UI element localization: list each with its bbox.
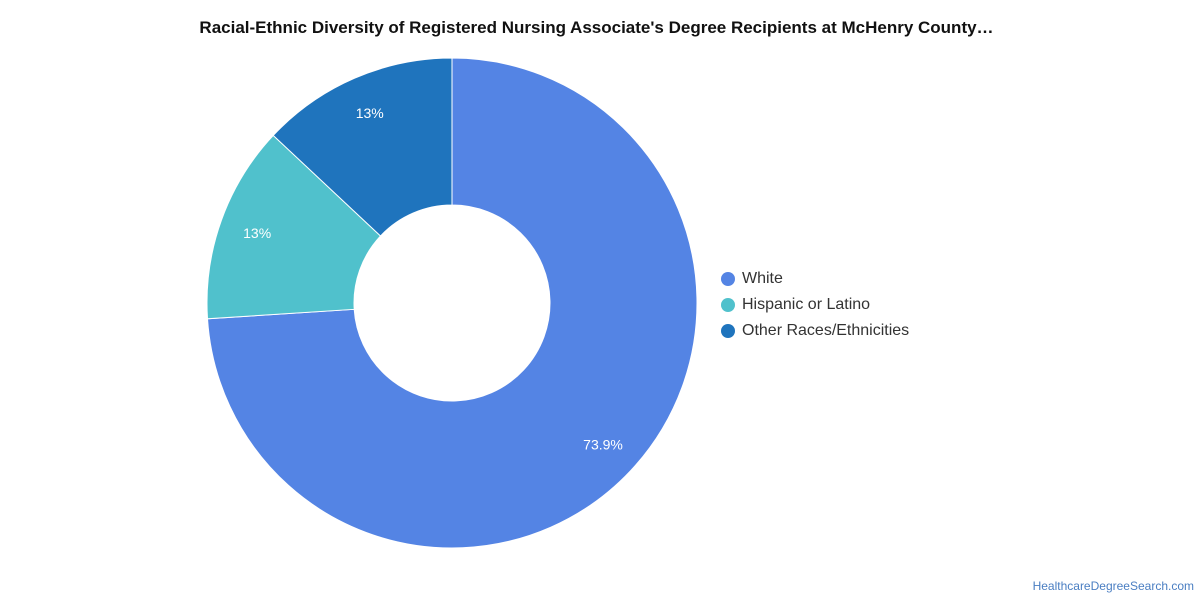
legend-label: White <box>742 270 783 287</box>
slices-group <box>206 57 698 549</box>
slice-hispanic-or-latino[interactable] <box>206 134 382 320</box>
source-link[interactable]: HealthcareDegreeSearch.com <box>1032 579 1194 593</box>
legend-label: Hispanic or Latino <box>742 296 871 313</box>
legend-item-other-races-ethnicities[interactable]: Other Races/Ethnicities <box>721 318 909 344</box>
slice-label-other-races-ethnicities: 13% <box>356 105 384 121</box>
legend-item-white[interactable]: White <box>721 266 909 292</box>
legend-item-hispanic-or-latino[interactable]: Hispanic or Latino <box>721 292 909 318</box>
legend-label: Other Races/Ethnicities <box>742 322 910 339</box>
legend-swatch-icon <box>721 298 735 312</box>
slice-label-hispanic-or-latino: 13% <box>243 225 271 241</box>
legend-swatch-icon <box>721 272 735 286</box>
slice-other-races-ethnicities[interactable] <box>272 57 453 237</box>
slice-labels-group: 73.9% 13% 13% <box>243 105 623 453</box>
chart-legend: White Hispanic or Latino Other Races/Ethni… <box>721 266 909 344</box>
legend-swatch-icon <box>721 324 735 338</box>
slice-label-white: 73.9% <box>583 437 623 453</box>
chart-title: Racial-Ethnic Diversity of Registered Nu… <box>199 18 994 37</box>
slice-white[interactable] <box>206 57 698 549</box>
